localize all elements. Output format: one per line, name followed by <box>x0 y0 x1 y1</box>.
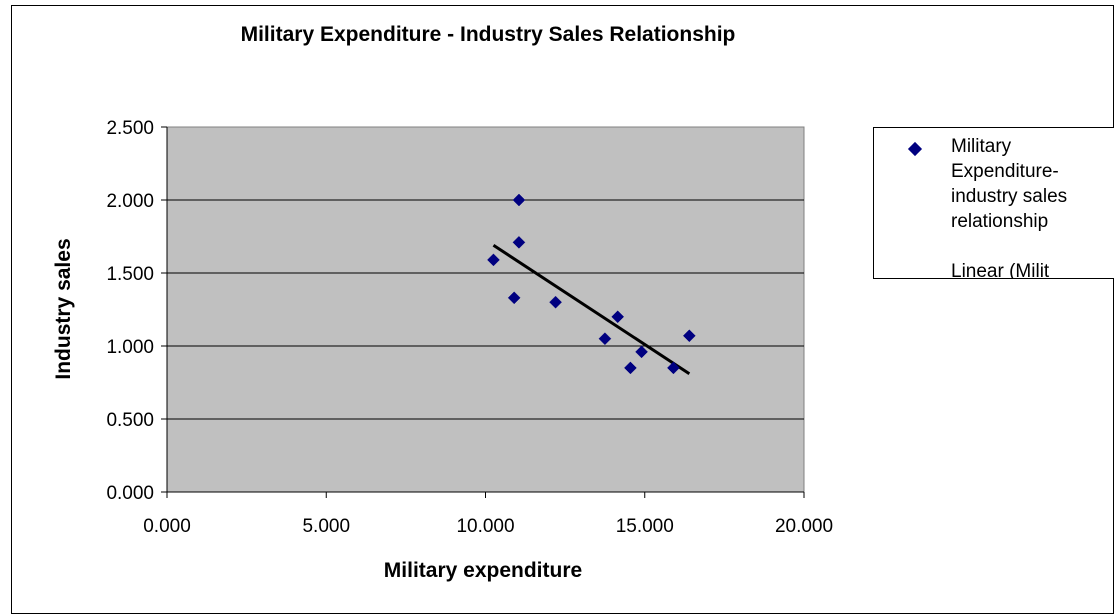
y-tick-label: 1.000 <box>106 337 154 358</box>
x-tick-label: 0.000 <box>143 516 191 537</box>
data-point <box>635 345 648 359</box>
legend-marker-diamond <box>907 141 923 157</box>
data-point <box>487 253 500 267</box>
data-point <box>507 291 521 305</box>
y-axis: 0.000 0.500 1.000 1.500 2.000 2.500 <box>106 118 168 504</box>
data-points <box>487 193 696 375</box>
x-axis-title: Military expenditure <box>384 559 582 582</box>
data-point <box>549 295 562 309</box>
data-point <box>667 361 680 375</box>
data-point <box>512 193 526 207</box>
data-point <box>682 329 696 343</box>
y-tick-label: 2.000 <box>106 191 154 212</box>
grid-lines <box>167 199 804 420</box>
y-tick-label: 1.500 <box>106 264 154 285</box>
data-point <box>512 235 526 249</box>
x-tick-label: 15.000 <box>616 516 674 537</box>
x-tick-label: 10.000 <box>456 516 514 537</box>
y-tick-label: 0.000 <box>106 483 154 504</box>
y-tick-label: 2.500 <box>106 118 154 139</box>
trendline-line <box>492 244 691 375</box>
data-point <box>611 310 625 324</box>
chart-title: Military Expenditure - Industry Sales Re… <box>241 23 736 46</box>
x-tick-label: 20.000 <box>775 516 833 537</box>
plot-area <box>166 126 805 493</box>
x-tick-label: 5.000 <box>302 516 350 537</box>
data-point <box>624 361 637 375</box>
trendline <box>492 244 691 375</box>
legend: Military Expenditure-industry sales rela… <box>873 127 1114 279</box>
legend-series-label: Military Expenditure-industry sales rela… <box>951 136 1068 232</box>
legend-trendline-label: Linear (Milit <box>951 261 1050 279</box>
data-point <box>598 332 612 346</box>
x-axis: 0.000 5.000 10.000 15.000 20.000 <box>143 491 833 537</box>
y-tick-label: 0.500 <box>106 410 154 431</box>
y-axis-title: Industry sales <box>52 238 75 379</box>
